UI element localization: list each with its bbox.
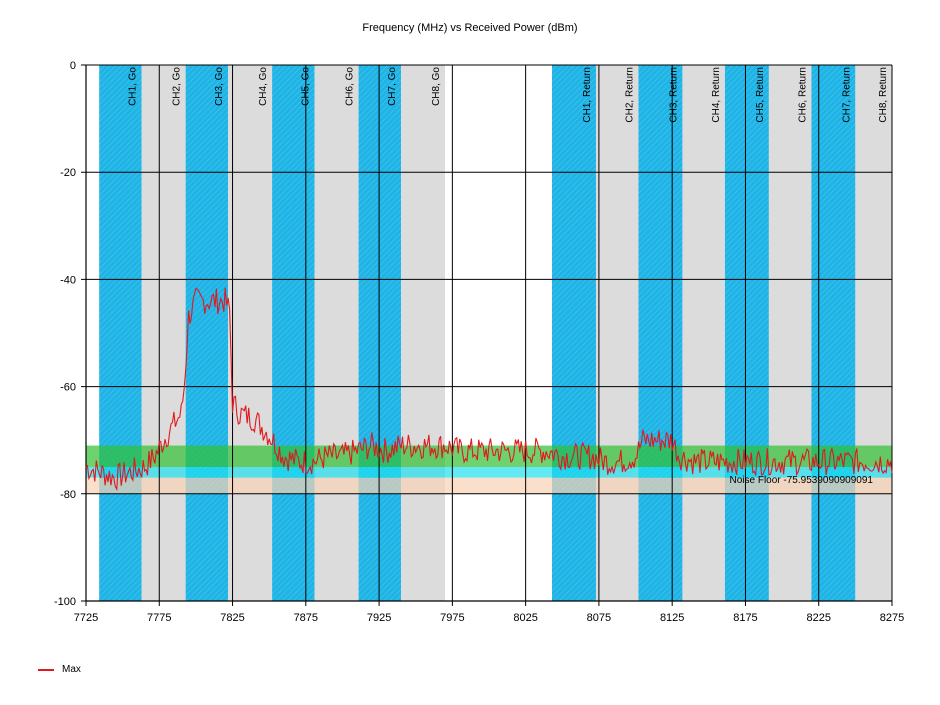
legend: Max xyxy=(38,664,81,675)
channel-band-label: CH3, Go xyxy=(214,67,225,106)
channel-band-label: CH1, Go xyxy=(128,67,139,106)
channel-band xyxy=(228,65,273,601)
noise-floor-strip xyxy=(86,477,892,494)
channel-band-label: CH4, Return xyxy=(711,67,722,123)
x-tick-label: 8275 xyxy=(880,612,904,624)
x-tick-label: 7775 xyxy=(147,612,171,624)
channel-band-hatch xyxy=(552,65,596,601)
channel-band xyxy=(141,65,186,601)
channel-band xyxy=(595,65,639,601)
channel-band-hatch xyxy=(272,65,315,601)
x-tick-label: 8125 xyxy=(660,612,684,624)
channel-band-label: CH5, Return xyxy=(755,67,766,123)
x-tick-label: 7925 xyxy=(367,612,391,624)
channel-band-label: CH6, Go xyxy=(345,67,356,106)
series-line-max xyxy=(85,287,893,492)
y-tick-label: -40 xyxy=(60,274,76,286)
legend-swatch-max xyxy=(38,668,54,671)
channel-band-hatch xyxy=(638,65,683,601)
channel-band-label: CH2, Return xyxy=(624,67,635,123)
legend-label-max: Max xyxy=(62,664,81,675)
channel-band xyxy=(401,65,446,601)
y-tick-label: -60 xyxy=(60,382,76,394)
channel-band-hatch xyxy=(811,65,856,601)
x-tick-label: 8175 xyxy=(733,612,757,624)
channel-band-label: CH8, Go xyxy=(431,67,442,106)
channel-band-label: CH8, Return xyxy=(878,67,889,123)
channel-band xyxy=(855,65,892,601)
channel-band-hatch xyxy=(99,65,142,601)
channel-band xyxy=(768,65,812,601)
x-tick-label: 7975 xyxy=(440,612,464,624)
channel-band-label: CH1, Return xyxy=(582,67,593,123)
channel-band-label: CH3, Return xyxy=(668,67,679,123)
x-tick-label: 8225 xyxy=(806,612,830,624)
channel-band-label: CH7, Return xyxy=(841,67,852,123)
noise-floor-strip xyxy=(86,467,892,478)
channel-band-hatch xyxy=(358,65,402,601)
channel-band xyxy=(682,65,725,601)
channel-band-hatch xyxy=(724,65,769,601)
chart-title: Frequency (MHz) vs Received Power (dBm) xyxy=(362,22,578,34)
channel-band-hatch xyxy=(185,65,229,601)
channel-band-label: CH7, Go xyxy=(387,67,398,106)
x-tick-label: 7825 xyxy=(220,612,244,624)
channel-band-label: CH2, Go xyxy=(172,67,183,106)
x-tick-label: 8025 xyxy=(513,612,537,624)
channel-band xyxy=(314,65,359,601)
y-tick-label: -80 xyxy=(60,489,76,501)
x-tick-label: 7875 xyxy=(294,612,318,624)
x-tick-label: 7725 xyxy=(74,612,98,624)
channel-band-label: CH5, Go xyxy=(301,67,312,106)
x-tick-label: 8075 xyxy=(587,612,611,624)
channel-band-label: CH4, Go xyxy=(258,67,269,106)
y-tick-label: -100 xyxy=(54,596,76,608)
y-tick-label: 0 xyxy=(70,60,76,72)
channel-band-label: CH6, Return xyxy=(797,67,808,123)
noise-floor-annotation: Noise Floor -75.9539090909091 xyxy=(730,475,874,486)
y-tick-label: -20 xyxy=(60,167,76,179)
